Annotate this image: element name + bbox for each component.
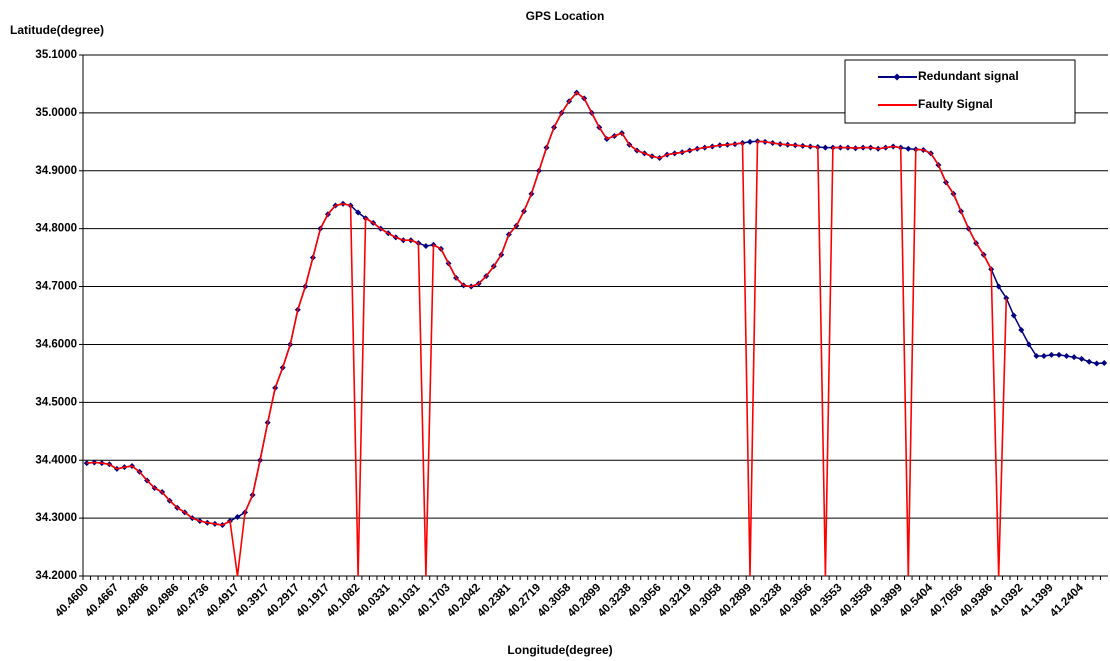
- marker: [1101, 359, 1108, 366]
- series-line: [86, 91, 1008, 577]
- y-tick-label: 34.6000: [35, 338, 77, 350]
- marker: [995, 283, 1002, 290]
- marker: [1033, 353, 1040, 360]
- marker: [355, 209, 362, 216]
- marker: [1018, 326, 1025, 333]
- legend-marker: [893, 73, 901, 81]
- legend-label: Faulty Signal: [918, 97, 993, 111]
- y-tick-label: 34.4000: [35, 454, 77, 466]
- marker: [1071, 354, 1078, 361]
- y-axis-label: Latitude(degree): [10, 23, 104, 37]
- legend-label: Redundant signal: [918, 69, 1019, 83]
- marker: [822, 144, 829, 151]
- marker: [1048, 351, 1055, 358]
- y-tick-label: 34.5000: [35, 396, 77, 408]
- y-tick-label: 34.8000: [35, 223, 77, 235]
- marker: [234, 513, 241, 520]
- marker: [1078, 355, 1085, 362]
- y-tick-label: 34.2000: [35, 570, 77, 582]
- y-tick-label: 35.1000: [35, 49, 77, 61]
- marker: [1093, 360, 1100, 367]
- marker: [422, 243, 429, 250]
- marker: [1025, 341, 1032, 348]
- y-tick-label: 34.9000: [35, 165, 77, 177]
- marker: [1056, 351, 1063, 358]
- marker: [83, 460, 90, 467]
- y-tick-label: 34.3000: [35, 512, 77, 524]
- x-axis-label: Longitude(degree): [507, 643, 612, 657]
- marker: [1040, 353, 1047, 360]
- chart-title: GPS Location: [526, 9, 605, 23]
- y-tick-label: 35.0000: [35, 107, 77, 119]
- marker: [747, 138, 754, 145]
- marker: [1010, 312, 1017, 319]
- x-tick-label: 41.2404: [1048, 581, 1086, 619]
- marker: [1063, 353, 1070, 360]
- marker: [905, 145, 912, 152]
- marker: [1086, 358, 1093, 365]
- legend-box: [844, 59, 1076, 124]
- y-tick-label: 34.7000: [35, 281, 77, 293]
